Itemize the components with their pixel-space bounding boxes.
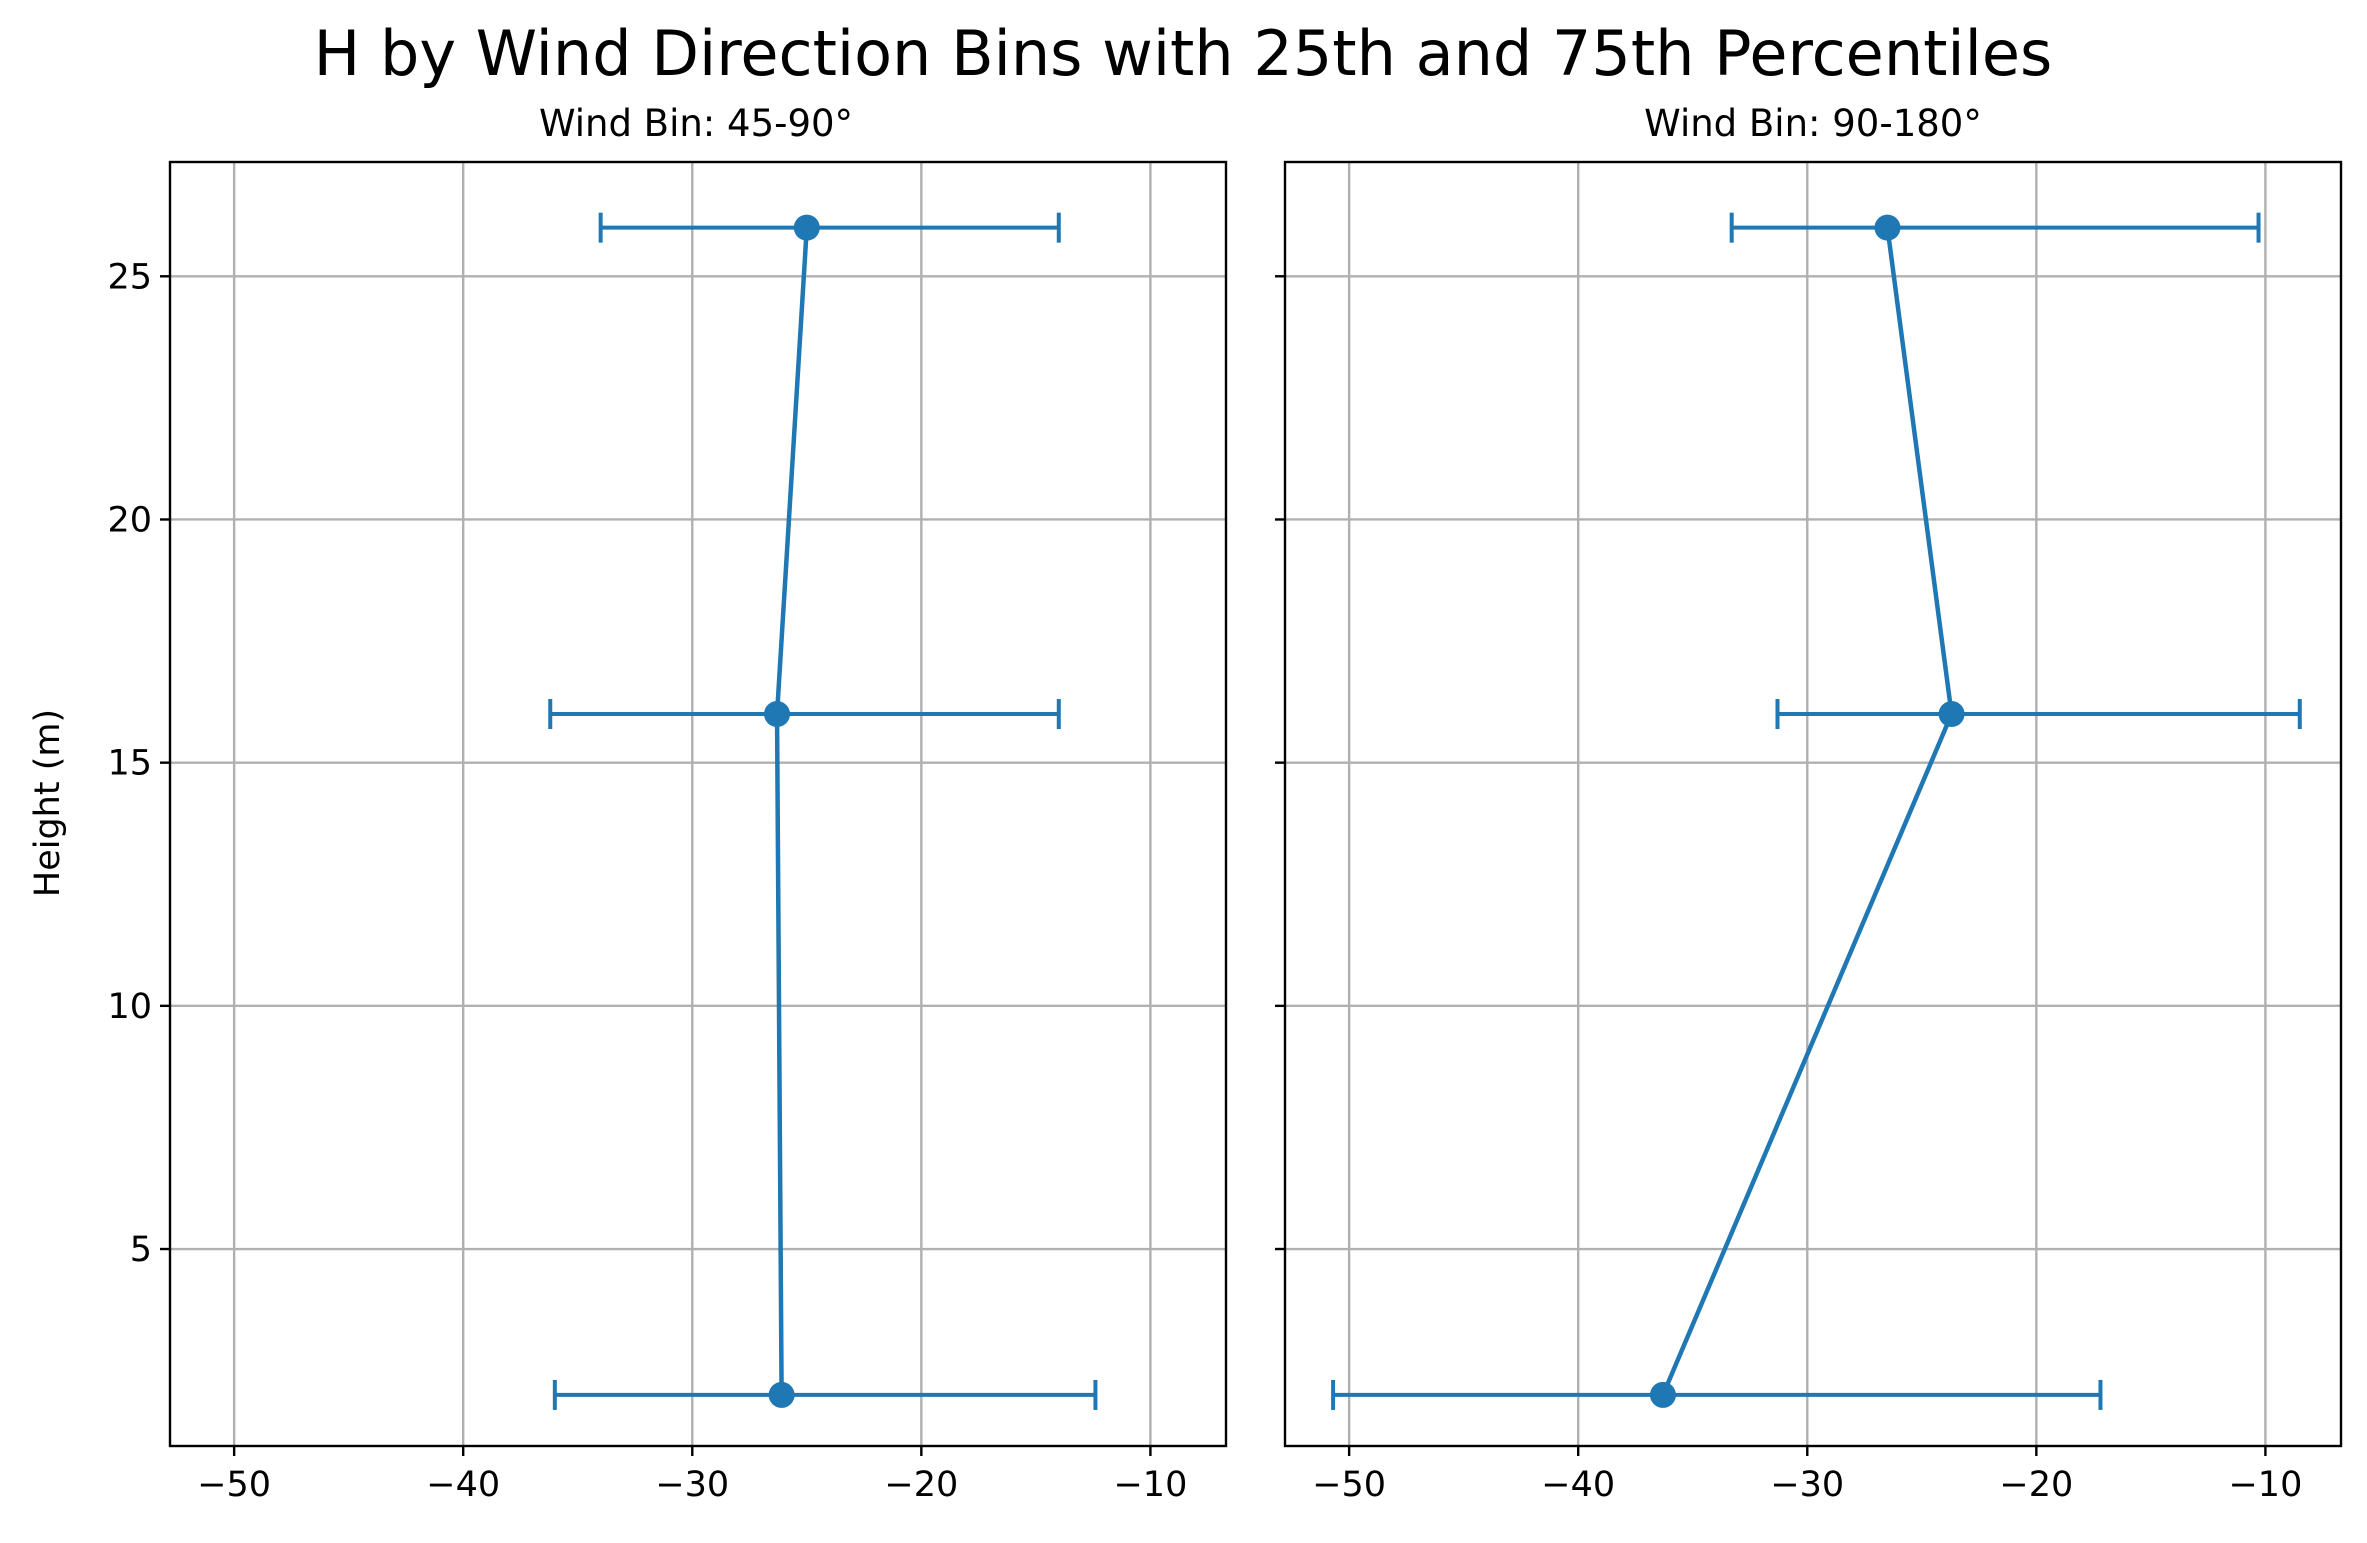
plot-frame	[1283, 160, 2343, 1448]
median-marker	[793, 214, 820, 241]
median-marker	[764, 701, 791, 728]
median-marker	[1938, 701, 1965, 728]
grid-lines	[1285, 162, 2341, 1446]
series-profile	[1331, 212, 2302, 1410]
median-marker	[768, 1381, 795, 1408]
median-line	[774, 227, 810, 1395]
y-tick-label: 20	[107, 500, 152, 540]
x-tick-label: −30	[1770, 1465, 1844, 1505]
x-tick-label: −40	[426, 1465, 500, 1505]
median-marker	[1874, 214, 1901, 241]
subplot-title: Wind Bin: 90-180°	[1644, 102, 1982, 145]
x-tick-label: −50	[197, 1465, 271, 1505]
x-tick-label: −10	[2228, 1465, 2302, 1505]
axis-ticks: −50 −40 −30 −20 −10	[1275, 275, 2302, 1505]
y-tick-label: 15	[107, 744, 152, 784]
plot-frame	[168, 160, 1228, 1448]
y-tick-label: 10	[107, 987, 152, 1027]
y-tick-label: 25	[107, 257, 152, 297]
figure-title: H by Wind Direction Bins with 25th and 7…	[314, 17, 2053, 90]
subplot-45-90: Wind Bin: 45-90° Height (m) −50 −40 −30 −20…	[28, 102, 1228, 1505]
x-tick-label: −20	[1999, 1465, 2073, 1505]
x-tick-label: −10	[1113, 1465, 1187, 1505]
series-profile	[548, 212, 1098, 1410]
y-tick-label: 5	[130, 1230, 152, 1270]
subplot-90-180: Wind Bin: 90-180° −50 −40 −30 −20 −10	[1275, 102, 2343, 1505]
x-tick-label: −40	[1541, 1465, 1615, 1505]
x-tick-label: −50	[1312, 1465, 1386, 1505]
axis-ticks: −50 −40 −30 −20 −10 5 10 15 20 25	[107, 257, 1187, 1505]
subplot-title: Wind Bin: 45-90°	[539, 102, 853, 145]
x-tick-label: −30	[655, 1465, 729, 1505]
y-axis-label: Height (m)	[28, 709, 68, 897]
x-tick-label: −20	[884, 1465, 958, 1505]
grid-lines	[170, 162, 1226, 1446]
median-marker	[1649, 1381, 1676, 1408]
